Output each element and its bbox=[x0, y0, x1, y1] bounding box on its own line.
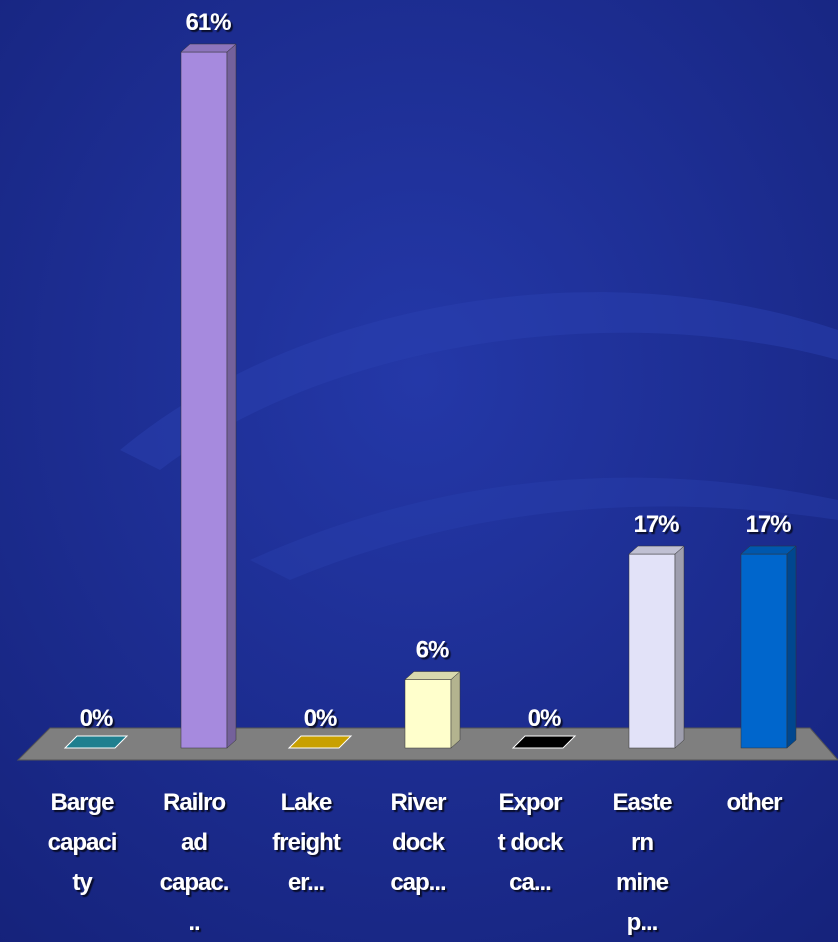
x-tick-label: ad bbox=[181, 829, 207, 856]
bar bbox=[628, 553, 676, 749]
x-tick-label: Expor bbox=[498, 789, 562, 816]
x-tick-label: other bbox=[727, 789, 783, 816]
bar-side bbox=[786, 545, 797, 749]
bar bbox=[180, 51, 228, 749]
bar bbox=[740, 553, 788, 749]
bar-top bbox=[180, 43, 237, 53]
bar-top bbox=[740, 545, 797, 555]
bar-top bbox=[628, 545, 685, 555]
value-label: 0% bbox=[528, 705, 561, 732]
bar-side bbox=[226, 43, 237, 749]
bar-top bbox=[404, 671, 461, 680]
x-tick-label: cap... bbox=[390, 869, 446, 896]
x-tick-label: ty bbox=[72, 869, 93, 896]
bar bbox=[511, 735, 577, 749]
x-tick-label: dock bbox=[392, 829, 446, 856]
x-tick-label: Lake bbox=[281, 789, 332, 816]
bar bbox=[63, 735, 129, 749]
x-tick-label: er... bbox=[288, 869, 325, 896]
x-tick-label: p... bbox=[627, 909, 658, 936]
bar-side bbox=[674, 545, 685, 749]
x-tick-label: ca... bbox=[509, 869, 551, 896]
value-label: 0% bbox=[80, 705, 113, 732]
x-tick-label: rn bbox=[631, 829, 653, 856]
x-tick-label: mine bbox=[616, 869, 669, 896]
x-tick-label: freight bbox=[272, 829, 341, 856]
x-tick-label: t dock bbox=[498, 829, 564, 856]
x-tick-label: Easte bbox=[612, 789, 672, 816]
value-label: 17% bbox=[745, 511, 791, 538]
value-label: 61% bbox=[185, 9, 231, 36]
bar bbox=[287, 735, 353, 749]
x-tick-label: .. bbox=[188, 909, 200, 936]
value-label: 6% bbox=[416, 637, 449, 664]
x-tick-label: capaci bbox=[48, 829, 117, 856]
bar-side bbox=[450, 670, 461, 749]
bar bbox=[404, 679, 452, 749]
swirl bbox=[120, 292, 838, 470]
x-tick-label: capac. bbox=[160, 869, 229, 896]
x-tick-label: Railro bbox=[163, 789, 225, 816]
swirl bbox=[250, 477, 838, 580]
value-label: 17% bbox=[633, 511, 679, 538]
value-label: 0% bbox=[304, 705, 337, 732]
x-tick-label: River bbox=[390, 789, 446, 816]
x-tick-label: Barge bbox=[50, 789, 114, 816]
